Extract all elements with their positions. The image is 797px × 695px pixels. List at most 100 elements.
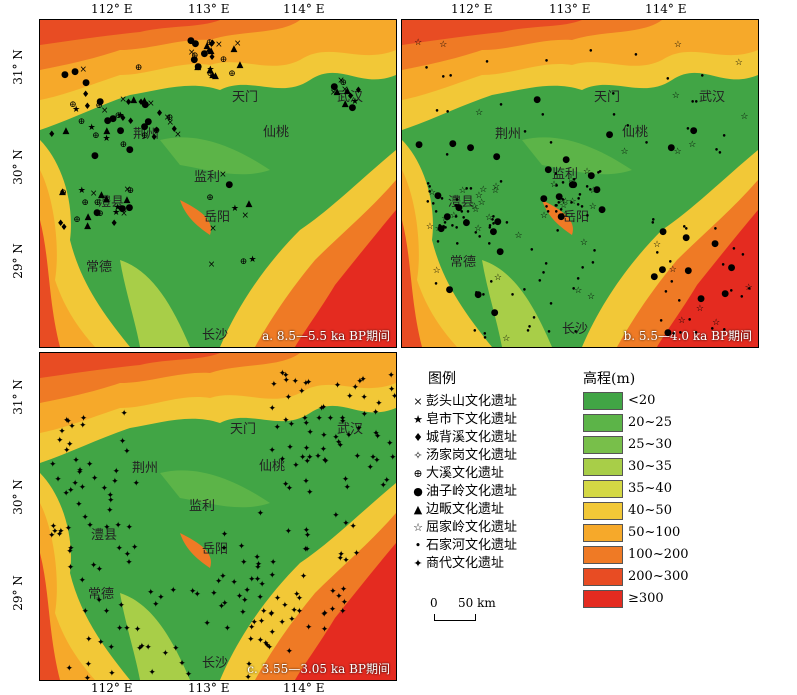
- place-yueyang: 岳阳: [563, 210, 590, 225]
- site-marker: ●: [71, 67, 79, 78]
- site-marker: ▲: [130, 95, 138, 106]
- site-marker: •: [575, 275, 581, 286]
- site-marker: ✦: [291, 377, 300, 388]
- legend-item: × 彭头山文化遗址: [410, 390, 517, 409]
- site-marker: ☆: [589, 186, 598, 196]
- site-marker: ●: [587, 170, 596, 181]
- site-marker: •: [731, 244, 737, 255]
- site-marker: ●: [103, 115, 112, 126]
- site-marker: ✦: [78, 420, 87, 431]
- legend-item: ▲ 边畈文化遗址: [410, 498, 504, 517]
- legend-label: 石家河文化遗址: [426, 538, 518, 553]
- site-marker: ☆: [744, 282, 753, 293]
- site-marker: ●: [569, 179, 578, 190]
- site-marker: ✦: [250, 618, 259, 629]
- site-marker: ✦: [288, 614, 296, 625]
- site-marker: ♦: [155, 108, 164, 119]
- site-marker: ▲: [103, 194, 110, 205]
- site-marker: ♦: [118, 113, 127, 124]
- site-marker: ✦: [328, 604, 337, 615]
- site-marker: ✦: [193, 590, 202, 601]
- site-marker: ●: [492, 151, 501, 162]
- site-marker: ⊕: [73, 214, 81, 225]
- site-marker: ★: [87, 123, 96, 134]
- site-marker: •: [740, 250, 746, 261]
- site-marker: ✦: [282, 370, 290, 381]
- site-marker: •: [521, 286, 528, 297]
- site-marker: ●: [445, 285, 454, 296]
- site-marker: ✦: [375, 398, 383, 409]
- place-changsha: 长沙: [202, 656, 229, 671]
- scale-distance: 50 km: [458, 596, 496, 610]
- site-marker: ✦: [278, 617, 286, 628]
- site-marker: ☆: [567, 175, 576, 185]
- site-marker: •: [454, 240, 460, 251]
- site-marker: ✦: [111, 476, 119, 487]
- site-marker: ✦: [169, 585, 178, 596]
- site-marker: ▲: [211, 71, 219, 82]
- site-marker: ✦: [259, 607, 268, 618]
- site-marker: ×: [119, 95, 127, 105]
- elevation-swatch: [583, 546, 623, 564]
- site-marker: ✦: [106, 496, 115, 507]
- site-marker: ✦: [55, 529, 64, 540]
- site-marker: ✦: [108, 668, 116, 679]
- site-marker: ☆: [491, 185, 500, 196]
- legend-symbol-icon: ×: [413, 395, 423, 408]
- y-tick-30-a: 30° N: [10, 149, 25, 185]
- site-marker: ✦: [112, 466, 121, 477]
- site-marker: ✦: [148, 668, 156, 679]
- site-marker: ✦: [247, 622, 256, 633]
- site-marker: ✦: [120, 408, 128, 419]
- site-marker: ✦: [67, 544, 75, 555]
- site-marker: ♦: [110, 219, 119, 230]
- site-marker: ✦: [107, 642, 116, 653]
- site-marker: ✦: [315, 414, 323, 425]
- site-marker: •: [461, 214, 467, 225]
- site-marker: ⊕: [69, 100, 77, 111]
- site-marker: ✦: [89, 560, 98, 571]
- site-marker: ×: [187, 47, 196, 58]
- site-marker: ☆: [673, 147, 682, 158]
- site-marker: ✦: [302, 418, 311, 429]
- site-marker: ✦: [270, 380, 278, 391]
- site-marker: •: [584, 212, 591, 223]
- site-marker: •: [442, 218, 448, 229]
- site-marker: ✦: [75, 468, 84, 479]
- site-marker: ▲: [84, 212, 92, 223]
- site-marker: ✦: [230, 577, 238, 588]
- site-marker: ✦: [81, 606, 89, 617]
- site-marker: ✦: [57, 526, 65, 537]
- site-marker: ✦: [117, 600, 126, 611]
- site-marker: ●: [109, 114, 117, 125]
- site-marker: ✦: [68, 422, 76, 433]
- site-marker: ☆: [540, 211, 549, 222]
- site-marker: ✦: [51, 527, 59, 538]
- site-marker: ✦: [265, 643, 274, 654]
- site-marker: ✦: [372, 428, 380, 439]
- site-marker: •: [611, 111, 617, 122]
- x-tick-112-a: 112° E: [91, 2, 133, 16]
- site-marker: ✦: [292, 589, 301, 600]
- site-marker: ♦: [207, 39, 216, 50]
- site-marker: ☆: [561, 210, 570, 221]
- site-marker: •: [560, 195, 566, 206]
- site-marker: ⊕: [205, 38, 214, 49]
- site-marker: ✦: [338, 414, 347, 425]
- site-marker: ✦: [268, 627, 277, 638]
- site-marker: •: [556, 198, 562, 209]
- site-marker: ✦: [306, 428, 314, 439]
- site-marker: ▲: [140, 95, 148, 106]
- site-marker: ×: [207, 260, 216, 271]
- site-marker: ✦: [123, 624, 131, 635]
- scale-line: [434, 614, 476, 621]
- site-marker: ✦: [84, 634, 93, 645]
- site-marker: ✦: [235, 591, 244, 602]
- site-marker: ●: [544, 165, 553, 176]
- site-marker: ×: [120, 208, 128, 219]
- site-marker: ☆: [474, 190, 483, 201]
- site-marker: ✦: [299, 572, 308, 583]
- elevation-swatch: [583, 414, 623, 432]
- site-marker: ✦: [319, 444, 328, 455]
- panel-a-caption: a. 8.5—5.5 ka BP期间: [262, 329, 390, 343]
